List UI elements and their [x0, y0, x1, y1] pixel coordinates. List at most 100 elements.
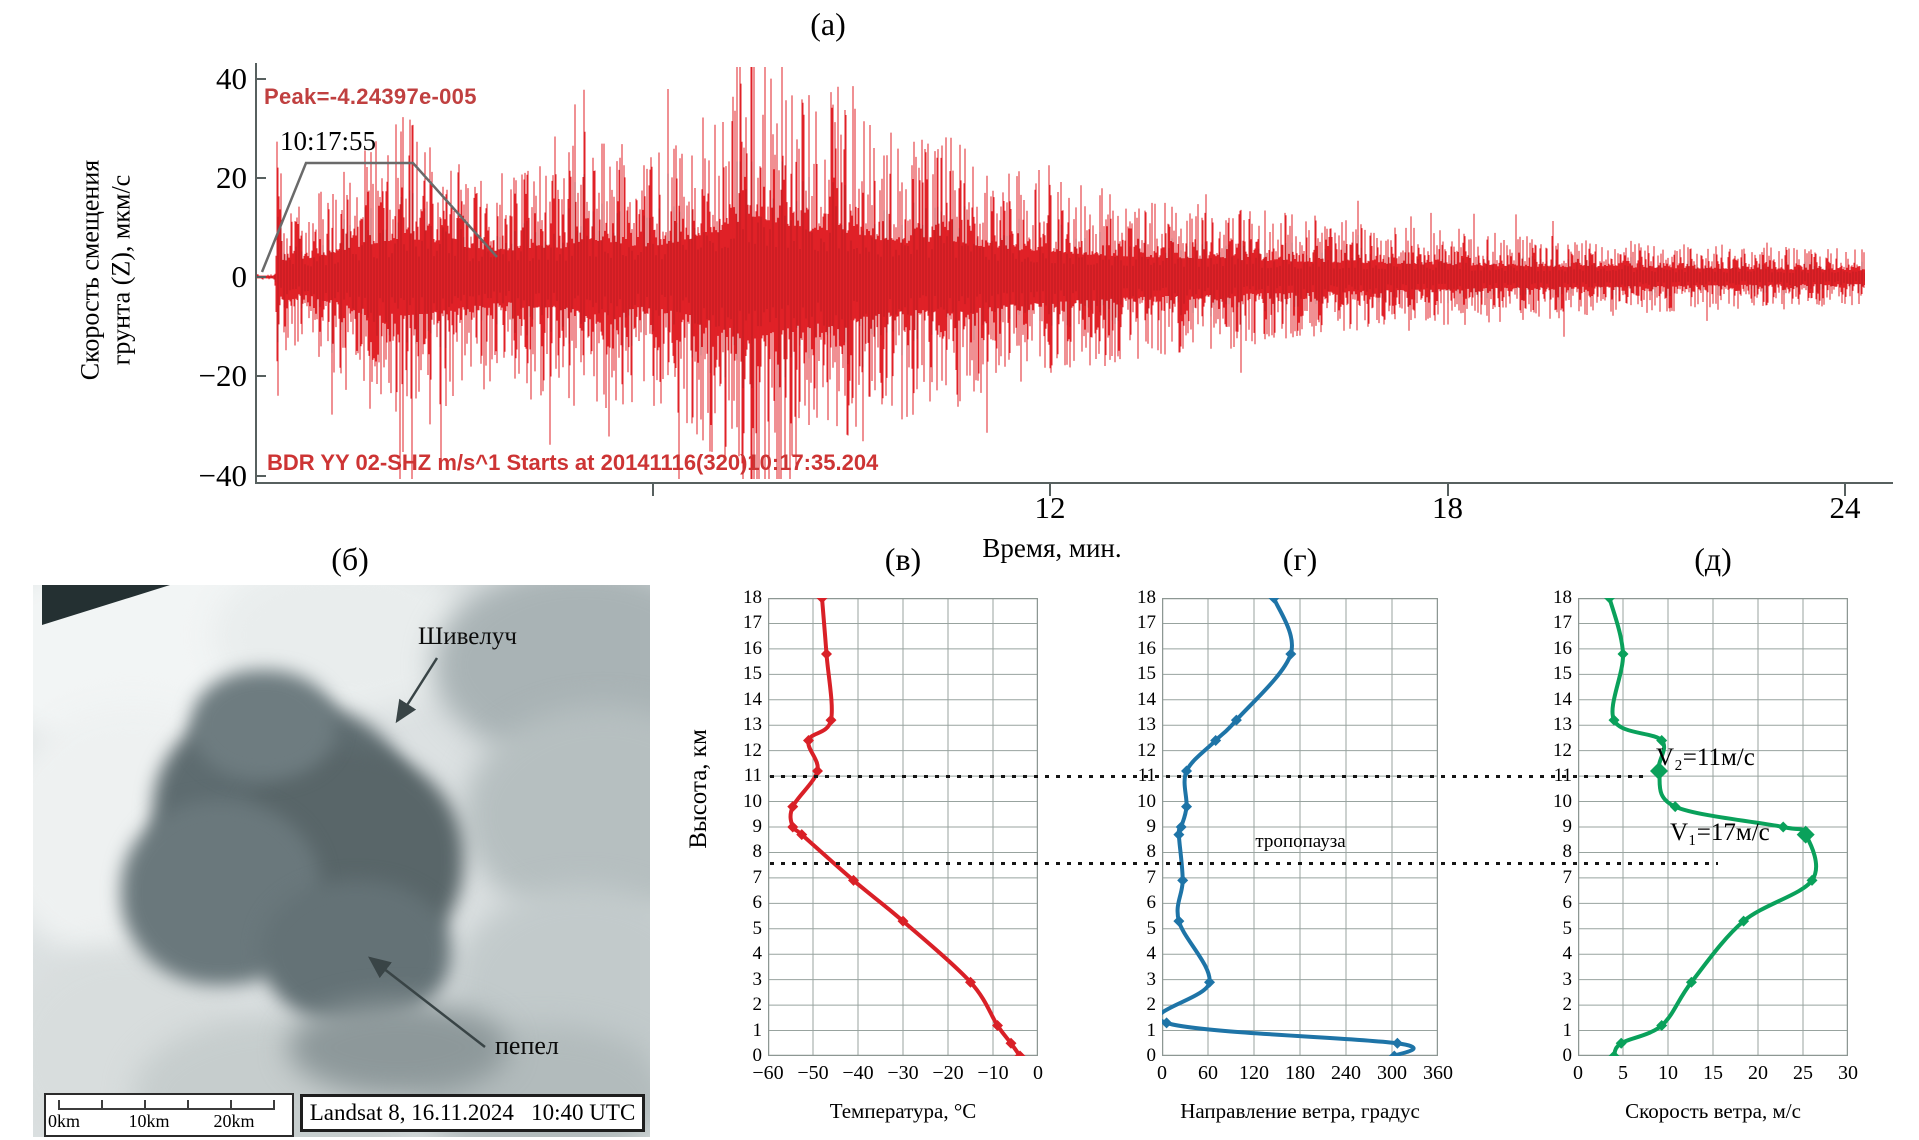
profile-y-tick-label: 17: [743, 612, 762, 634]
scale-bar-label: 0km: [47, 1111, 80, 1131]
onset-time-label: 10:17:55: [280, 126, 377, 156]
wind-direction-profile-chart: [1156, 592, 1439, 1062]
profile-x-tick-label: 300: [1377, 1062, 1407, 1084]
profile-y-tick-label: 8: [1562, 841, 1573, 863]
profile-y-tick-label: 18: [743, 587, 762, 608]
profile-y-tick-label: 9: [1562, 816, 1573, 837]
scale-bar: 0km 10km 20km: [44, 1093, 294, 1137]
profile-y-tick-label: 12: [1553, 739, 1572, 761]
profile-y-tick-label: 7: [752, 866, 763, 888]
seismogram-x-axis-line: [255, 482, 1893, 484]
seismogram-waveform: [257, 67, 1865, 479]
profile-x-tick-label: −10: [977, 1062, 1009, 1084]
profile-y-tick-label: 16: [1137, 637, 1156, 659]
profile-y-tick-label: 2: [1146, 994, 1157, 1016]
profile-x-tick-label: −60: [752, 1062, 784, 1084]
seismogram-x-tick-label: 18: [1432, 490, 1463, 525]
profile-x-tick-label: 25: [1793, 1062, 1813, 1084]
seismogram-x-tick-mark: [651, 484, 654, 496]
profile-y-tick-label: 1: [752, 1019, 763, 1041]
profile-y-tick-label: 15: [1137, 663, 1156, 685]
scale-bar-line: [58, 1108, 275, 1110]
profile-y-tick-label: 0: [1146, 1045, 1157, 1066]
profile-y-tick-label: 17: [1553, 612, 1572, 634]
profile-y-tick-label: 15: [743, 663, 762, 685]
seismogram-x-tick-mark: [1844, 484, 1846, 496]
profile-y-tick-label: 18: [1137, 587, 1156, 608]
seismogram-x-axis-title: Время, мин.: [982, 533, 1122, 563]
profile-y-tick-label: 4: [1562, 943, 1573, 965]
profile-y-tick-label: 4: [752, 943, 763, 965]
profile-y-tick-label: 3: [752, 968, 763, 990]
onset-callout-line: [260, 161, 498, 273]
profile-y-tick-label: 7: [1146, 866, 1157, 888]
panel-d-label: (д): [1694, 541, 1732, 577]
scale-bar-tick: [187, 1100, 189, 1110]
profile-y-tick-label: 5: [1146, 917, 1157, 939]
profile-x-tick-label: 0: [1033, 1062, 1043, 1084]
seismogram-y-tick-label: 20: [216, 159, 247, 195]
profile-x-tick-label: 10: [1658, 1062, 1678, 1084]
annotation-arrows: [368, 657, 486, 1048]
seismogram-y-tick-mark: [257, 474, 266, 477]
profile-y-tick-label: 8: [752, 841, 763, 863]
volcano-arrow: [395, 657, 439, 724]
seismogram-x-tick-mark: [1049, 484, 1051, 496]
seismogram-peak-text: Peak=-4.24397e-005: [264, 84, 477, 109]
profile-y-tick-label: 11: [743, 765, 762, 787]
profile-y-tick-label: 9: [752, 816, 763, 837]
profile-y-tick-label: 5: [752, 917, 763, 939]
scale-bar-tick: [58, 1100, 60, 1110]
scale-bar-label: 10km: [128, 1111, 170, 1131]
ash-plume: [191, 670, 336, 780]
seismogram-y-tick-label: −20: [198, 358, 247, 394]
seismogram-y-tick-mark: [257, 176, 266, 179]
tropopause-line-11km: [770, 775, 1648, 778]
wind-speed-axis-title: Скорость ветра, м/с: [1625, 1099, 1801, 1123]
profile-y-tick-label: 7: [1562, 866, 1573, 888]
seismogram-x-tick-label: 24: [1829, 490, 1861, 525]
profile-y-tick-label: 2: [1562, 994, 1573, 1016]
seismogram-y-tick-label: 0: [231, 259, 248, 294]
scale-bar-tick: [144, 1100, 146, 1110]
profile-y-tick-label: 3: [1562, 968, 1573, 990]
profile-y-tick-label: 13: [1137, 714, 1156, 736]
profile-y-tick-label: 16: [1553, 637, 1572, 659]
image-caption: Landsat 8, 16.11.2024 10:40 UTC: [309, 1100, 636, 1125]
tropopause-label: тропопауза: [1255, 831, 1346, 852]
profile-x-tick-label: 360: [1423, 1062, 1453, 1084]
profile-y-tick-label: 1: [1562, 1019, 1573, 1041]
seismogram-y-axis-line: [255, 63, 257, 484]
scale-bar-tick: [230, 1100, 232, 1110]
panel-g-label: (г): [1282, 541, 1318, 577]
volcano-label: Шивелуч: [418, 623, 517, 650]
wind-speed-annotation-v1: V₁=17м/с: [1670, 819, 1770, 846]
ash-arrow: [368, 956, 486, 1048]
profile-x-tick-label: −50: [797, 1062, 829, 1084]
image-caption-box: Landsat 8, 16.11.2024 10:40 UTC: [300, 1094, 645, 1132]
profile-y-tick-label: 10: [1553, 790, 1572, 812]
profile-y-tick-label: 13: [743, 714, 762, 736]
profile-x-tick-label: 20: [1748, 1062, 1768, 1084]
profile-y-tick-label: 11: [1137, 765, 1156, 787]
profile-x-tick-label: 15: [1703, 1062, 1723, 1084]
profile-y-tick-label: 14: [1137, 688, 1156, 710]
panel-b-label: (б): [331, 541, 369, 577]
profile-chart-plot: [1156, 592, 1439, 1062]
scale-bar-tick: [101, 1100, 103, 1110]
profile-x-tick-label: 120: [1239, 1062, 1269, 1084]
profile-y-tick-label: 14: [743, 688, 762, 710]
profile-y-tick-label: 12: [1137, 739, 1156, 761]
profile-x-tick-label: 0: [1157, 1062, 1167, 1084]
seismogram-x-tick-label: 12: [1034, 490, 1066, 525]
profile-y-tick-label: 10: [1137, 790, 1156, 812]
seismogram-x-tick-mark: [1446, 484, 1449, 496]
profile-y-tick-label: 0: [752, 1045, 763, 1066]
profile-y-tick-label: 5: [1562, 917, 1573, 939]
panel-a-label: (а): [810, 6, 846, 42]
profile-x-tick-label: 240: [1331, 1062, 1361, 1084]
profile-x-tick-label: 5: [1618, 1062, 1628, 1084]
profile-x-tick-label: 0: [1573, 1062, 1583, 1084]
profile-x-tick-label: 30: [1838, 1062, 1858, 1084]
